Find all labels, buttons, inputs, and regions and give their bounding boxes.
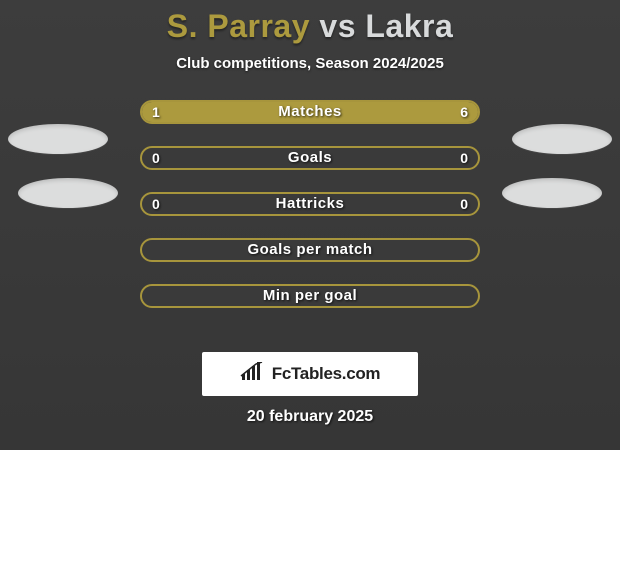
stat-label: Goals bbox=[142, 148, 478, 168]
stat-row-matches: 1 Matches 6 bbox=[140, 100, 480, 124]
stat-label: Min per goal bbox=[142, 286, 478, 306]
player1-name: S. Parray bbox=[167, 8, 310, 44]
player2-name: Lakra bbox=[365, 8, 453, 44]
brand-badge: FcTables.com bbox=[202, 352, 418, 396]
page-title: S. Parray vs Lakra bbox=[0, 0, 620, 45]
stat-label: Hattricks bbox=[142, 194, 478, 214]
stat-value-right: 0 bbox=[450, 148, 478, 168]
stat-label: Goals per match bbox=[142, 240, 478, 260]
stat-row-hattricks: 0 Hattricks 0 bbox=[140, 192, 480, 216]
date-label: 20 february 2025 bbox=[0, 408, 620, 426]
stat-row-min-per-goal: Min per goal bbox=[140, 284, 480, 308]
vs-label: vs bbox=[319, 8, 356, 44]
stat-row-goals: 0 Goals 0 bbox=[140, 146, 480, 170]
comparison-card: S. Parray vs Lakra Club competitions, Se… bbox=[0, 0, 620, 450]
subtitle: Club competitions, Season 2024/2025 bbox=[0, 55, 620, 72]
stat-value-right bbox=[458, 240, 478, 260]
stat-label: Matches bbox=[142, 102, 478, 122]
stat-value-right bbox=[458, 286, 478, 306]
stat-rows: 1 Matches 6 0 Goals 0 0 Hattricks 0 Goal… bbox=[0, 100, 620, 330]
stat-value-right: 6 bbox=[450, 102, 478, 122]
brand-text: FcTables.com bbox=[272, 364, 381, 384]
stat-row-goals-per-match: Goals per match bbox=[140, 238, 480, 262]
stat-value-right: 0 bbox=[450, 194, 478, 214]
bars-icon bbox=[240, 362, 266, 387]
